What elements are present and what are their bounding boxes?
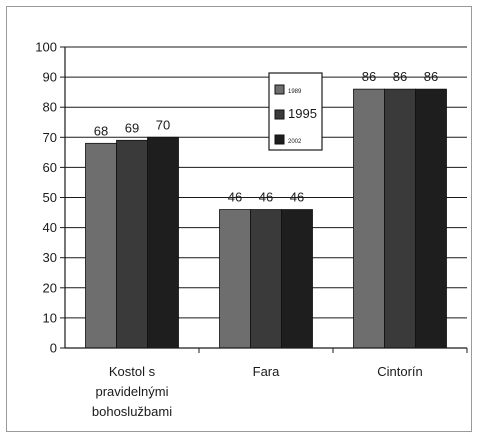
x-category-label: Cintorín [377, 364, 423, 379]
chart-frame: 0 10 20 30 40 50 60 70 80 90 100 68 69 70 Kostol s prav… [6, 6, 472, 432]
x-category-label: pravidelnými [96, 384, 169, 399]
data-label: 68 [94, 123, 108, 138]
y-tick-label: 90 [43, 70, 57, 85]
legend-swatch [274, 134, 285, 145]
y-tick-label: 20 [43, 280, 57, 295]
data-label: 70 [156, 117, 170, 132]
legend-swatch [274, 109, 285, 120]
bar [281, 209, 313, 349]
bar [116, 139, 148, 349]
legend: 1989 1995 2002 [268, 72, 323, 151]
legend-label: 1995 [288, 106, 317, 121]
legend-label: 1989 [288, 89, 302, 95]
y-tick-label: 70 [43, 130, 57, 145]
data-label: 86 [362, 69, 376, 84]
bar [384, 88, 416, 349]
bars [85, 88, 447, 349]
y-tick-label: 60 [43, 160, 57, 175]
y-tick-label: 40 [43, 220, 57, 235]
y-tick-label: 10 [43, 310, 57, 325]
data-label: 46 [259, 190, 273, 205]
bar [353, 88, 385, 349]
axes [60, 46, 468, 353]
y-tick-label: 30 [43, 250, 57, 265]
bar [219, 209, 251, 349]
x-category-label: Fara [253, 364, 281, 379]
bar-chart: 0 10 20 30 40 50 60 70 80 90 100 68 69 70 Kostol s prav… [35, 40, 468, 420]
bar [85, 142, 117, 349]
data-label: 46 [290, 190, 304, 205]
data-label: 86 [393, 69, 407, 84]
data-label: 86 [424, 69, 438, 84]
y-tick-label: 80 [43, 100, 57, 115]
data-label: 46 [228, 190, 242, 205]
legend-swatch [274, 84, 285, 95]
legend-label: 2002 [288, 139, 302, 145]
x-category-label: bohoslužbami [92, 404, 172, 419]
bar [147, 136, 179, 349]
bar [415, 88, 447, 349]
x-category-label: Kostol s [109, 364, 156, 379]
labels: 0 10 20 30 40 50 60 70 80 90 100 68 69 70 Kostol s prav… [35, 40, 438, 420]
y-tick-label: 0 [50, 341, 57, 356]
y-tick-label: 50 [43, 190, 57, 205]
y-tick-label: 100 [35, 40, 57, 55]
bar [250, 209, 282, 349]
data-label: 69 [125, 120, 139, 135]
